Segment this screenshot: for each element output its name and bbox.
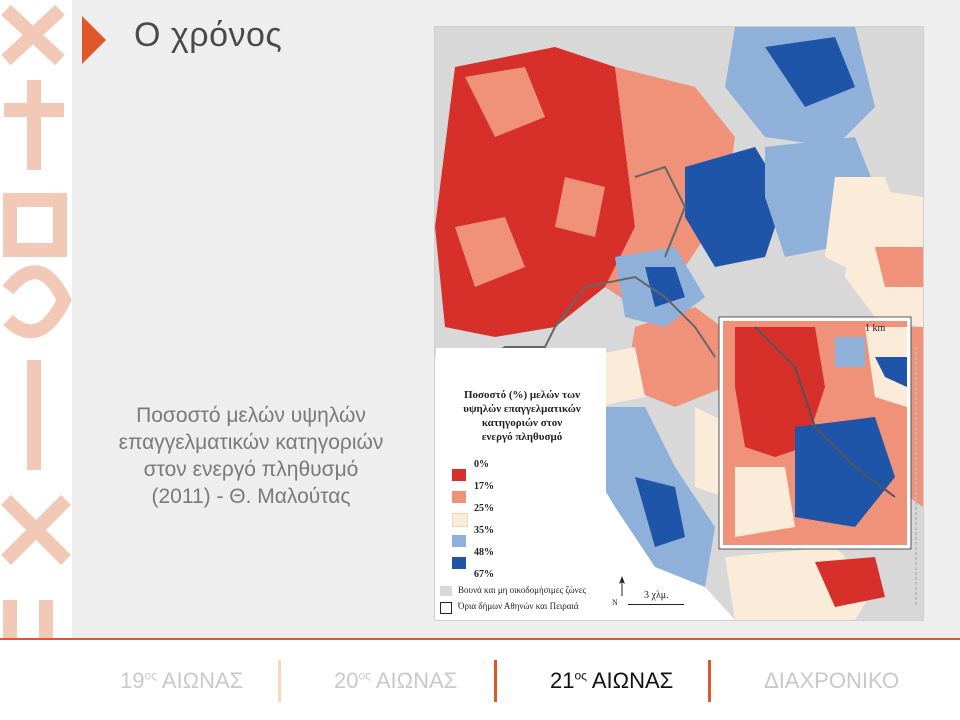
legend-swatch: [452, 513, 468, 527]
legend-stop: 0%: [474, 459, 489, 470]
nav-label: ΔΙΑΧΡΟΝΙΚΟ: [764, 668, 900, 693]
nav-sup: ος: [358, 668, 371, 683]
legend-title-line: ενεργό πληθυσμό: [481, 431, 563, 443]
play-arrow-icon: [82, 16, 106, 64]
caption-line: στον ενεργό πληθυσμό: [143, 458, 359, 481]
slide-title: Ο χρόνος: [134, 16, 283, 54]
legend-stop: 17%: [474, 481, 494, 492]
decorative-side-graphic: [0, 0, 72, 720]
nav-label: ΑΙΩΝΑΣ: [375, 668, 458, 693]
legend-title-line: υψηλών επαγγελματικών: [463, 403, 581, 415]
inset-scale-label: 1 km: [865, 323, 886, 334]
nav-num: 20: [334, 668, 359, 693]
map-legend: Ποσοστό (%) μελών των υψηλών επαγγελματι…: [436, 348, 606, 617]
nav-sup: ος: [144, 668, 157, 683]
legend-note-mountains: Βουνά και μη οικοδομήσιμες ζώνες: [458, 585, 587, 595]
scale-label: 3 χλμ.: [644, 590, 669, 601]
legend-stop: 48%: [474, 547, 494, 558]
nav-separator: [494, 660, 497, 702]
nav-20th-century[interactable]: 20ος ΑΙΩΝΑΣ: [334, 668, 457, 694]
nav-label: ΑΙΩΝΑΣ: [591, 668, 674, 693]
legend-stop: 25%: [474, 503, 494, 514]
nav-separator: [708, 660, 711, 702]
legend-title-line: κατηγοριών στον: [481, 417, 563, 429]
north-arrow-icon: [618, 576, 626, 596]
nav-21st-century[interactable]: 21ος ΑΙΩΝΑΣ: [550, 668, 673, 694]
legend-title: Ποσοστό (%) μελών των υψηλών επαγγελματι…: [442, 388, 602, 444]
nav-diachronic[interactable]: ΔΙΑΧΡΟΝΙΚΟ: [764, 668, 899, 694]
caption-line: Ποσοστό μελών υψηλών: [136, 404, 366, 427]
footer-bar: [0, 640, 960, 720]
legend-stop: 67%: [474, 569, 494, 580]
footer-divider: [0, 638, 960, 640]
legend-stop: 35%: [474, 525, 494, 536]
caption-line: (2011) - Θ. Μαλούτας: [151, 485, 351, 508]
scale-bar: [628, 604, 684, 605]
nav-separator: [278, 660, 281, 702]
borders-swatch: [440, 602, 452, 614]
north-label: N: [612, 598, 618, 607]
nav-19th-century[interactable]: 19ος ΑΙΩΝΑΣ: [120, 668, 243, 694]
map-caption: Ποσοστό μελών υψηλών επαγγελματικών κατη…: [86, 402, 416, 510]
nav-num: 19: [120, 668, 145, 693]
legend-title-line: Ποσοστό (%) μελών των: [464, 389, 580, 401]
legend-note-borders: Όρια δήμων Αθηνών και Πειραιά: [458, 601, 579, 611]
nav-label: ΑΙΩΝΑΣ: [161, 668, 244, 693]
caption-line: επαγγελματικών κατηγοριών: [118, 431, 384, 454]
nav-sup: ος: [574, 668, 587, 683]
mountains-swatch: [440, 586, 452, 596]
nav-num: 21: [550, 668, 575, 693]
legend-swatch: [452, 491, 466, 503]
legend-swatch: [452, 557, 466, 569]
legend-swatch: [452, 469, 466, 481]
legend-swatch: [452, 535, 466, 547]
